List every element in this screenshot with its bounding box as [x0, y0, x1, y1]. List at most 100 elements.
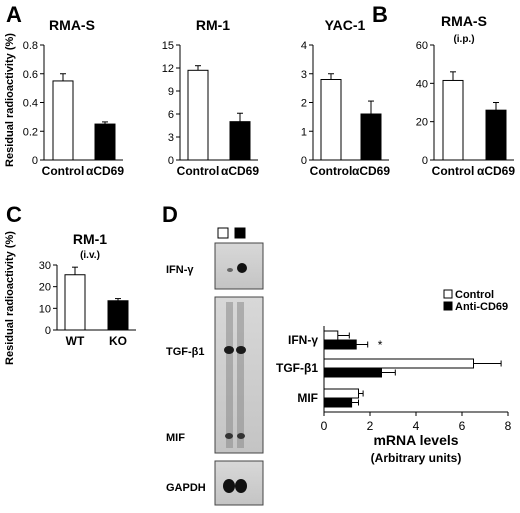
legend-label: Anti-CD69	[455, 301, 508, 313]
y-tick-label: 3	[168, 132, 174, 144]
chart-title: RM-1	[196, 17, 230, 33]
blot-band	[237, 263, 247, 273]
panel-letter-c: C	[6, 202, 22, 227]
x-axis-label: mRNA levels	[373, 432, 458, 448]
bar-cd69	[229, 121, 251, 161]
legend-swatch	[443, 289, 453, 299]
panel-letter-a: A	[6, 2, 22, 27]
blot-band	[225, 433, 233, 439]
y-tick-label: 20	[39, 282, 51, 294]
y-tick-label: 9	[168, 86, 174, 98]
bar-control	[52, 80, 74, 161]
bar-control	[323, 358, 474, 369]
chart-title: RMA-S	[49, 17, 95, 33]
y-axis-label: Residual radioactivity (%)	[4, 231, 16, 365]
y-tick-label: 40	[416, 78, 428, 90]
chart-b-rma-s-ip: 0 20 40 60 Control αCD69 RMA-S (i.p.)	[416, 13, 516, 178]
chart-title: YAC-1	[325, 17, 366, 33]
y-tick-label: 30	[39, 260, 51, 272]
x-tick-label: 8	[505, 419, 512, 433]
x-tick-label: 0	[321, 419, 328, 433]
legend-swatch	[443, 301, 453, 311]
blot-band	[235, 479, 247, 493]
blot-band	[237, 433, 245, 439]
bar-anti-cd69	[323, 339, 357, 350]
panel-letter-d: D	[162, 202, 178, 227]
x-tick-label: 6	[459, 419, 466, 433]
legend-label: Control	[455, 289, 494, 301]
significance-asterisk: *	[378, 338, 383, 352]
y-tick-label: 3	[301, 69, 307, 81]
bar-control	[323, 388, 359, 399]
y-tick-label: 0	[422, 155, 428, 167]
y-tick-label: 0.4	[23, 98, 38, 110]
x-category-label: αCD69	[352, 164, 390, 178]
blot-label-tgf-beta1: TGF-β1	[166, 346, 205, 358]
chart-subtitle: (i.p.)	[453, 34, 474, 45]
blot-lane-control-marker	[217, 227, 229, 239]
y-category-label: MIF	[297, 391, 318, 405]
y-tick-label: 12	[162, 63, 174, 75]
chart-a-rma-s: 0 0.2 0.4 0.6 0.8 Control αCD69 RMA-S Residual r…	[4, 17, 124, 178]
y-tick-label: 15	[162, 40, 174, 52]
chart-a-yac-1: 0 1 2 3 4 Control αCD69 YAC-1	[301, 17, 390, 178]
blot-label-gapdh: GAPDH	[166, 482, 206, 494]
bar-control	[323, 330, 339, 341]
bar-anti-cd69	[323, 397, 353, 408]
y-tick-label: 0.8	[23, 40, 38, 52]
blot-lane-smear	[226, 302, 233, 448]
y-tick-label: 0.2	[23, 126, 38, 138]
blot-panel: IFN-γ TGF-β1 MIF GAPDH	[166, 227, 264, 506]
bar-wt	[64, 274, 86, 331]
bar-control	[442, 79, 464, 161]
blot-label-ifn-gamma: IFN-γ	[166, 264, 194, 276]
panel-letter-b: B	[372, 2, 388, 27]
x-category-label: Control	[177, 164, 220, 178]
blot-band	[236, 346, 246, 354]
y-category-label: TGF-β1	[276, 361, 318, 375]
y-tick-label: 10	[39, 303, 51, 315]
x-category-label: Control	[310, 164, 353, 178]
bar-control	[187, 69, 209, 161]
y-tick-label: 60	[416, 40, 428, 52]
blot-band	[227, 268, 233, 272]
chart-subtitle: (i.v.)	[80, 250, 100, 261]
chart-a-rm-1: 0 3 6 9 12 15 Control αCD69 RM-1	[162, 17, 260, 178]
y-category-label: IFN-γ	[288, 333, 318, 347]
y-tick-label: 0.6	[23, 69, 38, 81]
chart-title: RMA-S	[441, 13, 487, 29]
bar-control	[320, 79, 342, 161]
y-tick-label: 0	[32, 155, 38, 167]
blot-band	[223, 479, 235, 493]
bar-cd69	[485, 109, 507, 161]
x-tick-label: 4	[413, 419, 420, 433]
y-tick-label: 4	[301, 40, 307, 52]
bar-cd69	[360, 113, 382, 161]
blot-label-mif: MIF	[166, 432, 185, 444]
y-tick-label: 0	[168, 155, 174, 167]
x-category-label: Control	[42, 164, 85, 178]
y-tick-label: 0	[301, 155, 307, 167]
y-tick-label: 0	[45, 325, 51, 337]
x-category-label: Control	[432, 164, 475, 178]
y-axis-label: Residual radioactivity (%)	[4, 33, 16, 167]
bar-anti-cd69	[323, 367, 382, 378]
blot-band	[224, 346, 234, 354]
x-category-label: αCD69	[477, 164, 515, 178]
x-category-label: WT	[66, 334, 85, 348]
y-tick-label: 6	[168, 109, 174, 121]
x-tick-label: 2	[367, 419, 374, 433]
x-axis-sublabel: (Arbitrary units)	[371, 451, 462, 465]
bar-ko	[107, 300, 129, 331]
x-category-label: KO	[109, 334, 127, 348]
bar-cd69	[94, 123, 116, 161]
y-tick-label: 2	[301, 98, 307, 110]
chart-c-rm-1-iv: 0 10 20 30 WT KO RM-1 (i.v.) Residual radioactiv…	[4, 231, 136, 365]
chart-title: RM-1	[73, 231, 107, 247]
y-tick-label: 1	[301, 126, 307, 138]
y-tick-label: 20	[416, 117, 428, 129]
x-category-label: αCD69	[86, 164, 124, 178]
blot-lane-anti-cd69-marker	[234, 227, 246, 239]
